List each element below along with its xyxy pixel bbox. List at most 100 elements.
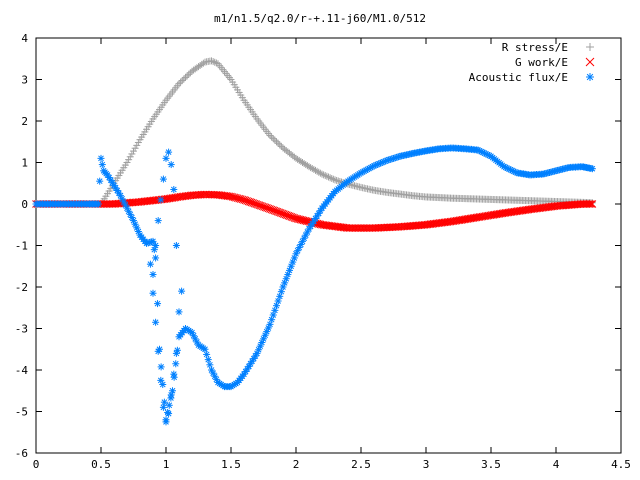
data-point	[331, 176, 339, 184]
series-acoustic-flux-e	[32, 144, 596, 424]
data-point	[183, 72, 191, 80]
data-point	[123, 159, 131, 166]
data-point	[162, 418, 170, 426]
data-point	[276, 141, 284, 149]
data-point	[211, 58, 219, 66]
data-point	[203, 350, 211, 358]
series-acoustic-flux-e-extra	[146, 260, 186, 426]
data-point	[266, 132, 274, 140]
y-tick-label: 1	[21, 157, 28, 170]
data-point	[175, 80, 183, 88]
series-acoustic-flux-e-extra	[149, 148, 180, 279]
data-point	[585, 200, 594, 208]
plot-marks	[32, 57, 597, 426]
data-point	[157, 363, 165, 371]
y-tick-label: 4	[21, 32, 28, 45]
data-point	[165, 410, 173, 418]
data-point	[133, 141, 141, 149]
data-point	[321, 172, 329, 180]
chart-title: m1/n1.5/q2.0/r-+.11-j60/M1.0/512	[214, 12, 426, 25]
data-point	[134, 139, 142, 147]
data-point	[199, 59, 207, 67]
x-tick-label: 1	[163, 458, 170, 471]
data-point	[587, 200, 595, 208]
data-point	[149, 237, 157, 245]
data-point	[126, 210, 134, 218]
data-point	[588, 200, 597, 208]
data-point	[299, 216, 308, 225]
legend-marker	[586, 43, 594, 51]
x-tick-label: 3.5	[481, 458, 501, 471]
data-point	[333, 176, 341, 184]
plot-frame	[35, 37, 622, 454]
data-point	[204, 356, 212, 364]
data-point	[185, 70, 193, 78]
x-tick-label: 1.5	[221, 458, 241, 471]
data-point	[296, 215, 305, 224]
data-point	[208, 366, 215, 374]
data-point	[167, 161, 175, 169]
data-point	[154, 217, 162, 225]
legend-marker	[586, 73, 594, 81]
data-point	[152, 318, 160, 326]
legend-label: Acoustic flux/E	[469, 71, 568, 84]
data-point	[209, 58, 217, 66]
data-point	[273, 138, 280, 146]
data-point	[146, 260, 154, 268]
data-point	[126, 153, 134, 161]
legend: R stress/E G work/E Acoustic flux/E	[469, 41, 595, 84]
data-point	[131, 144, 139, 152]
data-point	[315, 220, 323, 228]
data-point	[96, 177, 104, 185]
data-point	[182, 73, 189, 81]
data-point	[334, 177, 342, 185]
data-point	[206, 361, 214, 369]
data-point	[162, 154, 170, 162]
data-point	[177, 78, 185, 86]
data-point	[159, 403, 167, 411]
data-point	[167, 391, 175, 399]
data-point	[94, 200, 102, 208]
data-point	[293, 215, 302, 223]
data-point	[128, 150, 136, 158]
data-point	[292, 214, 300, 223]
y-tick-label: 3	[21, 74, 28, 87]
data-point	[320, 171, 328, 179]
legend-marker	[585, 57, 595, 67]
data-point	[157, 196, 165, 204]
data-point	[178, 287, 186, 295]
x-tick-label: 0.5	[91, 458, 111, 471]
data-point	[149, 289, 157, 297]
data-point	[225, 192, 234, 201]
y-tick-label: -1	[15, 240, 28, 253]
data-point	[172, 349, 180, 357]
data-point	[152, 254, 160, 262]
data-point	[326, 174, 334, 182]
data-point	[175, 308, 183, 316]
data-point	[588, 165, 596, 173]
data-point	[295, 215, 303, 224]
data-point	[170, 370, 178, 378]
x-tick-label: 4.5	[611, 458, 631, 471]
y-tick-label: -4	[15, 364, 29, 377]
data-point	[160, 398, 168, 406]
data-point	[316, 169, 324, 177]
data-point	[98, 161, 106, 169]
y-tick-label: -3	[15, 323, 28, 336]
data-point	[274, 139, 282, 147]
data-point	[277, 142, 285, 150]
data-point	[157, 376, 165, 384]
data-point	[154, 347, 162, 355]
data-point	[301, 216, 310, 225]
y-tick-label: -6	[15, 447, 28, 460]
x-tick-label: 2	[293, 458, 300, 471]
legend-label: R stress/E	[502, 41, 568, 54]
data-point	[172, 242, 180, 249]
data-point	[125, 156, 133, 164]
data-point	[178, 77, 186, 85]
data-point	[269, 135, 277, 143]
data-point	[299, 237, 306, 245]
data-point	[172, 360, 180, 368]
data-point	[130, 147, 137, 155]
y-tick-label: 0	[21, 198, 28, 211]
